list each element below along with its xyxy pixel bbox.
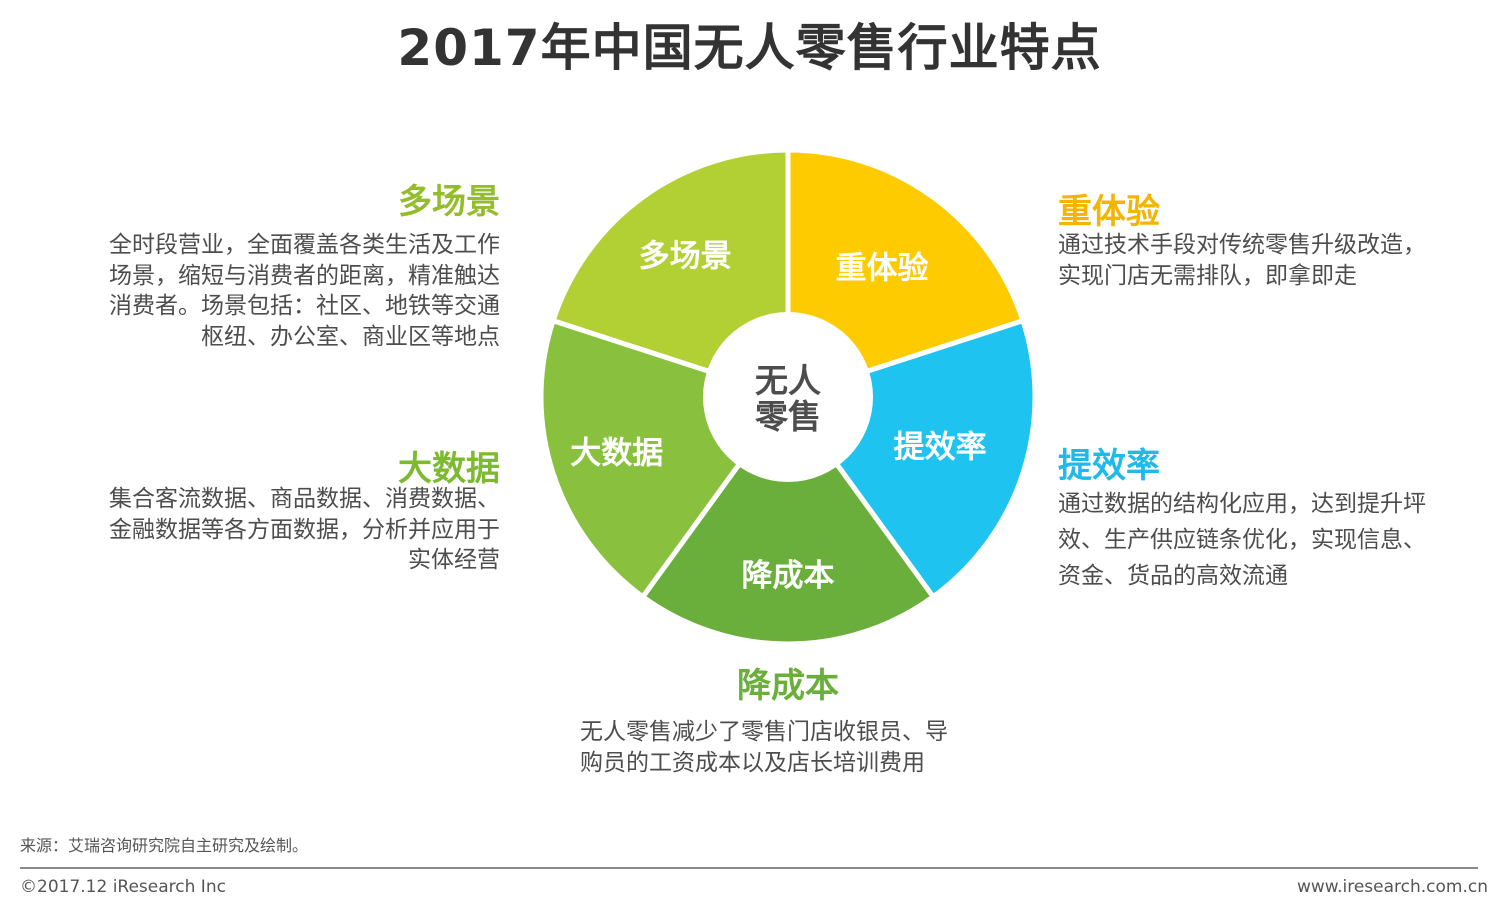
desc-line: 集合客流数据、商品数据、消费数据、 [109, 486, 500, 512]
heading-duo-changjing: 多场景 [398, 182, 500, 222]
desc-line: 通过技术手段对传统零售升级改造， [1058, 232, 1426, 258]
desc-line: 场景，缩短与消费者的距离，精准触达 [109, 262, 500, 289]
footer-divider [20, 867, 1478, 869]
wheel-segment-zhong [785, 147, 1027, 401]
heading-zhong-tiyan: 重体验 [1058, 192, 1160, 232]
desc-zhong-tiyan: 通过技术手段对传统零售升级改造， 实现门店无需排队，即拿即走 [1058, 230, 1426, 291]
heading-jiang-chengben: 降成本 [737, 666, 839, 706]
source-note: 来源：艾瑞咨询研究院自主研究及绘制。 [20, 836, 309, 855]
desc-ti-xiaolv: 通过数据的结构化应用，达到提升坪 效、生产供应链条优化，实现信息、 资金、货品的… [1058, 486, 1426, 594]
desc-line: 实现门店无需排队，即拿即走 [1058, 262, 1357, 289]
wheel-label-ti: 提效率 [894, 429, 987, 465]
desc-line: 无人零售减少了零售门店收银员、导 [580, 719, 948, 745]
desc-line: 实体经营 [408, 547, 500, 573]
desc-line: 全时段营业，全面覆盖各类生活及工作 [109, 232, 500, 258]
wheel-label-jiang: 降成本 [742, 558, 835, 594]
desc-jiang-chengben: 无人零售减少了零售门店收银员、导 购员的工资成本以及店长培训费用 [580, 717, 948, 778]
desc-line: 金融数据等各方面数据，分析并应用于 [109, 516, 500, 543]
desc-duo-changjing: 全时段营业，全面覆盖各类生活及工作 场景，缩短与消费者的距离，精准触达 消费者。… [109, 230, 500, 352]
wheel-segment-duo [549, 147, 791, 401]
copyright-text: ©2017.12 iResearch Inc [20, 877, 226, 897]
desc-line: 枢纽、办公室、商业区等地点 [201, 323, 500, 350]
desc-line: 通过数据的结构化应用，达到提升坪 [1058, 491, 1426, 517]
desc-line: 消费者。场景包括：社区、地铁等交通 [109, 293, 500, 319]
center-hub [703, 312, 873, 482]
desc-line: 资金、货品的高效流通 [1058, 563, 1288, 589]
page-title: 2017年中国无人零售行业特点 [397, 19, 1102, 77]
center-label-line1: 无人 [755, 361, 821, 400]
desc-da-shuju: 集合客流数据、商品数据、消费数据、 金融数据等各方面数据，分析并应用于 实体经营 [109, 484, 500, 576]
heading-da-shuju: 大数据 [398, 449, 500, 489]
center-label-line2: 零售 [755, 397, 821, 436]
desc-line: 效、生产供应链条优化，实现信息、 [1058, 527, 1426, 553]
website-link[interactable]: www.iresearch.com.cn [1296, 877, 1488, 897]
wheel-label-duo: 多场景 [639, 238, 732, 274]
desc-line: 购员的工资成本以及店长培训费用 [580, 749, 925, 776]
wheel-segment-jiang [639, 392, 937, 647]
wheel-label-zhong: 重体验 [836, 251, 929, 287]
heading-ti-xiaolv: 提效率 [1058, 446, 1160, 486]
wheel-label-da: 大数据 [570, 436, 663, 472]
